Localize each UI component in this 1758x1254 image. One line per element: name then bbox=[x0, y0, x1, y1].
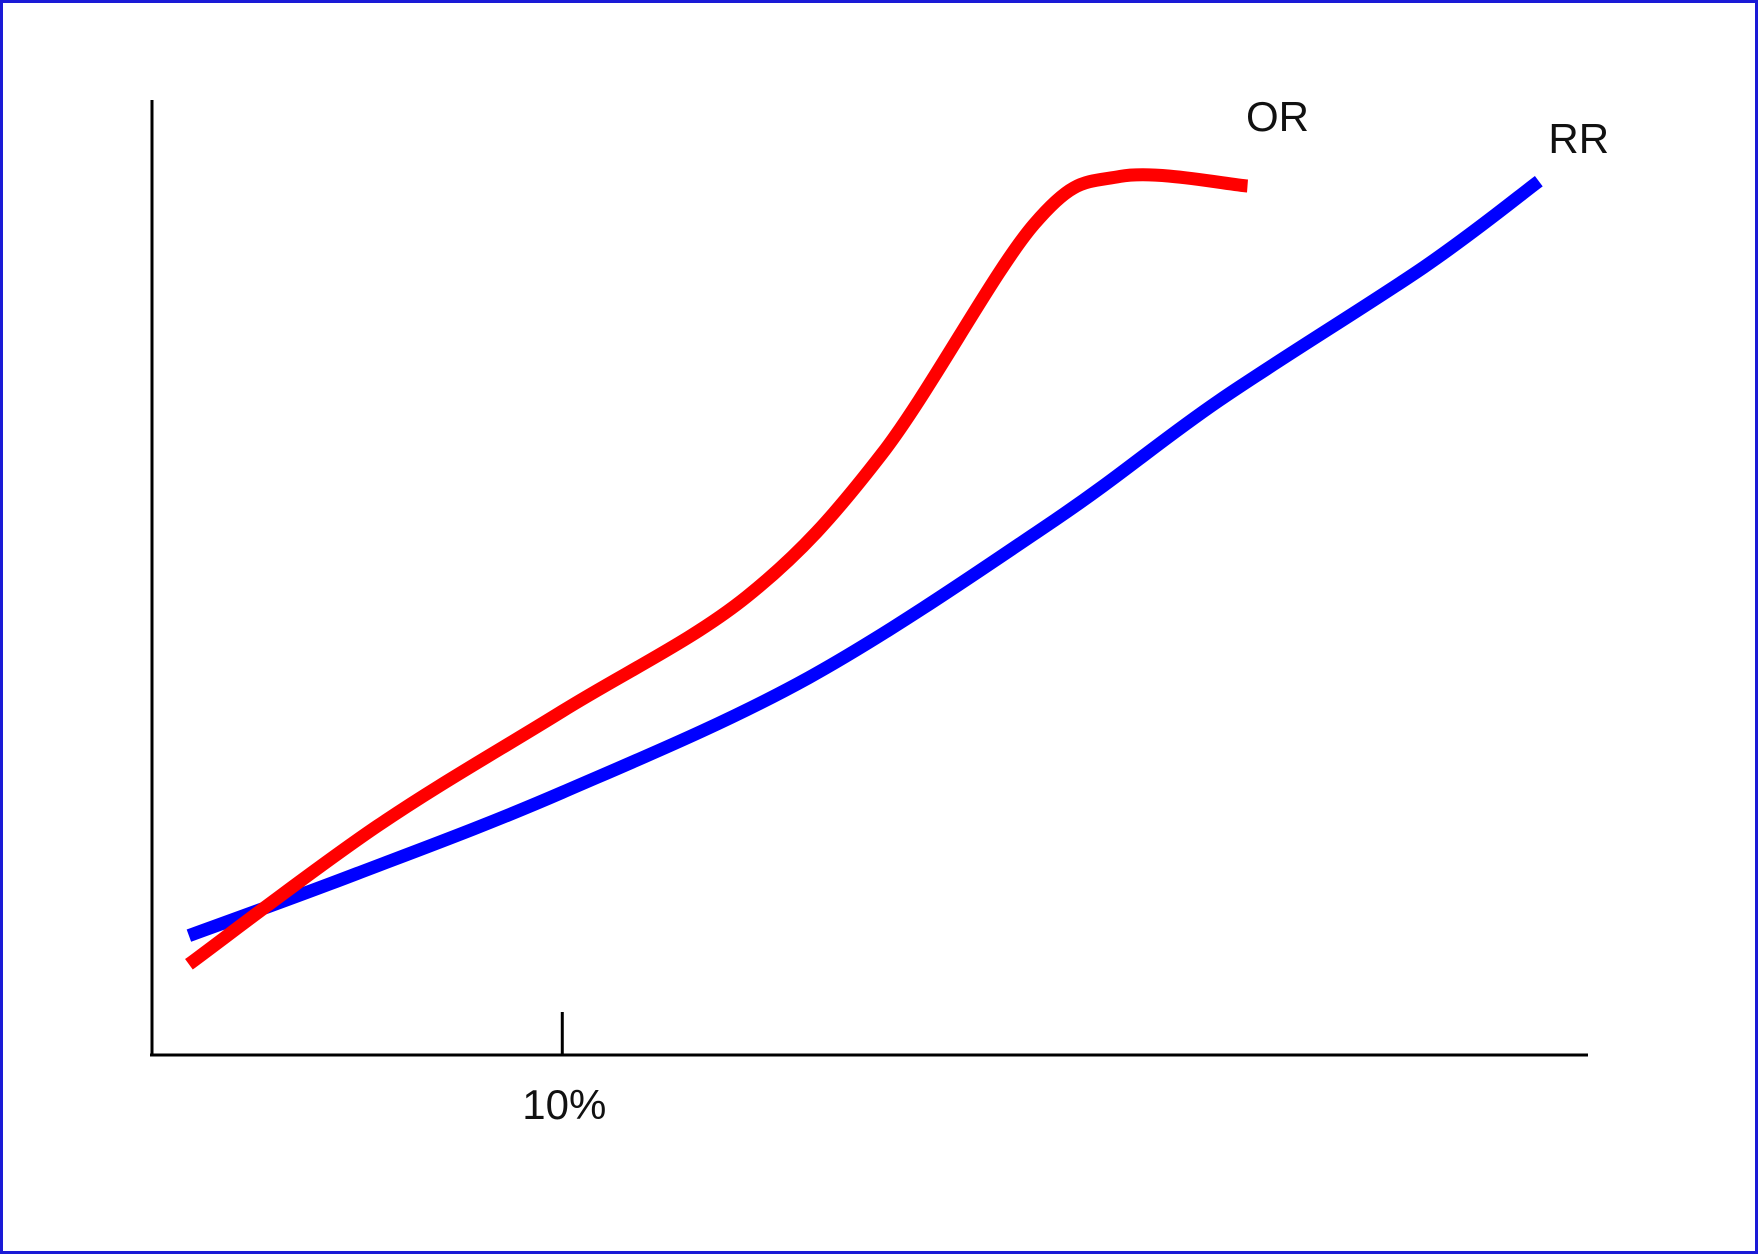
series-label-rr: RR bbox=[1548, 115, 1609, 162]
series-line-or bbox=[185, 168, 1249, 970]
series-label-or: OR bbox=[1246, 93, 1309, 140]
series-group: RR OR bbox=[185, 93, 1609, 970]
x-tick-label: 10% bbox=[522, 1081, 606, 1128]
series-line-rr bbox=[186, 175, 1543, 942]
